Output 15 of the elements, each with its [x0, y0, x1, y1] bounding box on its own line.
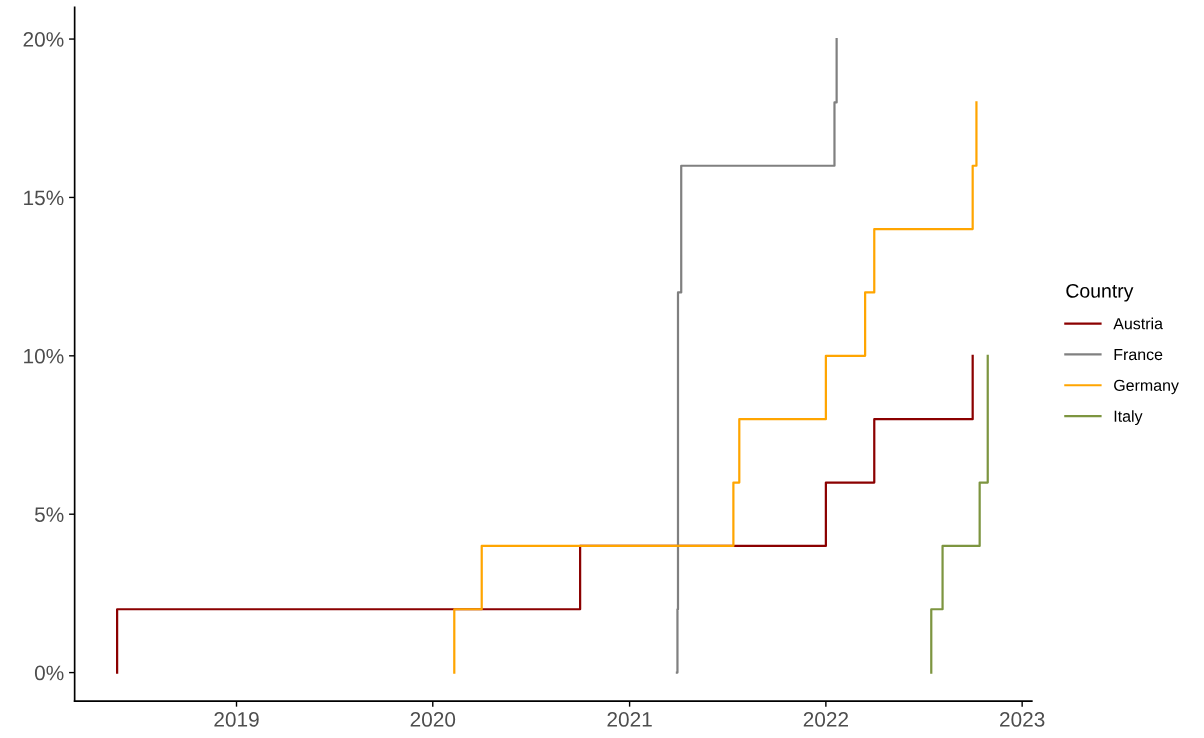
- y-tick-label: 5%: [34, 507, 64, 522]
- x-tick-label: 2023: [1000, 712, 1045, 727]
- x-tick-label: 2022: [803, 712, 848, 727]
- legend-label: Austria: [1113, 317, 1163, 330]
- y-tick-label: 10%: [24, 348, 64, 364]
- legend-label: Italy: [1114, 410, 1143, 426]
- legend-label: France: [1114, 349, 1163, 361]
- x-tick-label: 2021: [607, 712, 652, 727]
- x-tick-label: 2019: [214, 712, 259, 727]
- y-tick-label: 20%: [23, 32, 64, 47]
- y-tick-label: 15%: [24, 190, 64, 206]
- legend-label: Germany: [1114, 379, 1179, 395]
- legend-title: Country: [1066, 283, 1134, 302]
- x-tick-label: 2020: [410, 712, 456, 727]
- y-tick-label: 0%: [34, 665, 64, 681]
